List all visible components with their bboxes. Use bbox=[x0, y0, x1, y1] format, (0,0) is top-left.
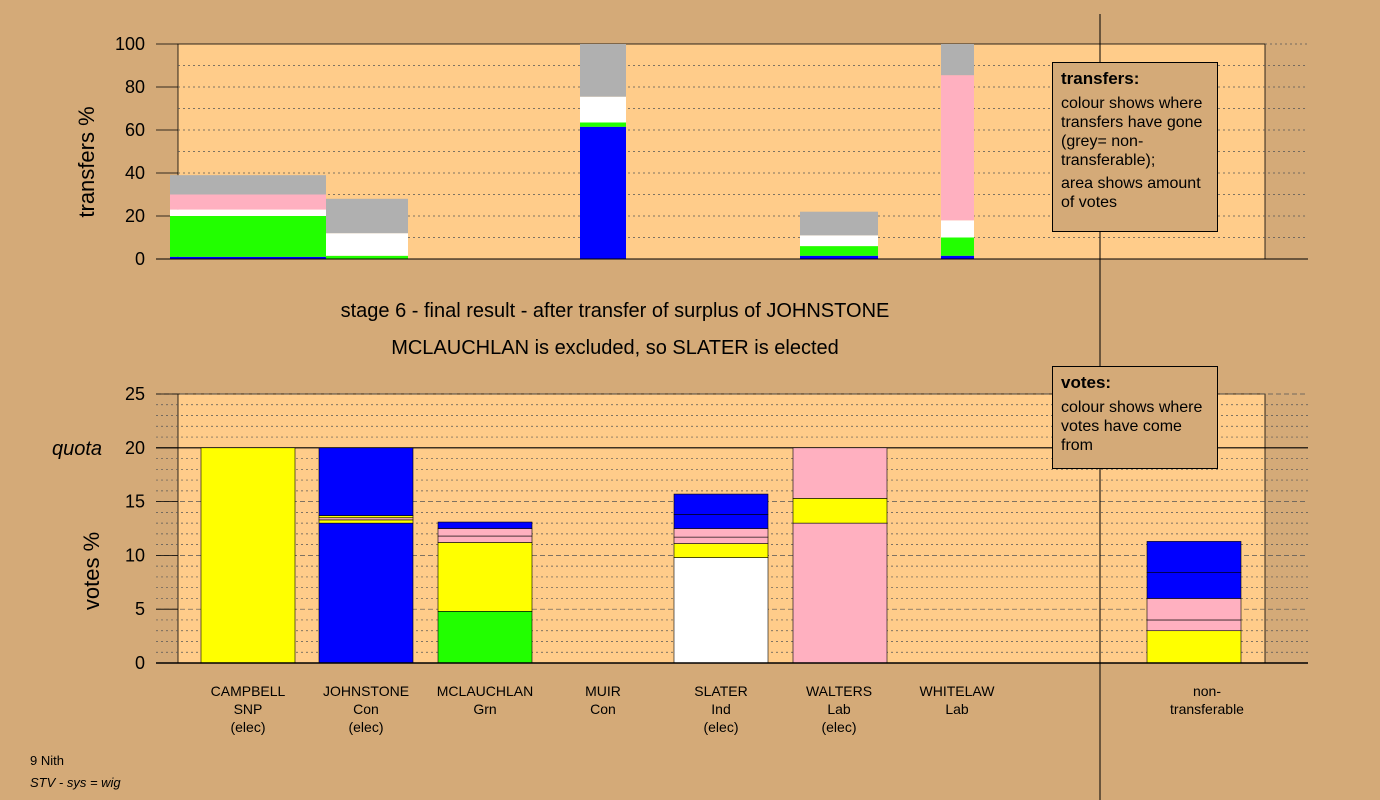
transfer-bar-segment bbox=[170, 194, 326, 210]
votes-legend: votes: colour shows where votes have com… bbox=[1052, 366, 1218, 469]
vote-bar-segment bbox=[673, 543, 769, 558]
vote-bar-segment bbox=[1146, 541, 1242, 573]
transfer-bar-segment bbox=[941, 237, 974, 256]
votes-y-tick-label: 15 bbox=[125, 492, 145, 512]
transfers-axis-label: transfers % bbox=[74, 106, 99, 217]
candidate-label-slater: SLATER Ind (elec) bbox=[694, 683, 748, 735]
transfer-bar-segment bbox=[941, 220, 974, 238]
transfers-y-tick-label: 0 bbox=[135, 249, 145, 269]
candidate-label-walters: WALTERS Lab (elec) bbox=[805, 683, 873, 735]
vote-bar-segment bbox=[437, 542, 533, 612]
stage-subtitle: MCLAUCHLAN is excluded, so SLATER is ele… bbox=[391, 337, 839, 359]
candidate-label-johnstone: JOHNSTONE Con (elec) bbox=[322, 683, 410, 735]
transfer-bar-segment bbox=[170, 256, 326, 259]
quota-label: quota bbox=[52, 438, 102, 460]
transfers-y-tick-label: 80 bbox=[125, 77, 145, 97]
vote-bar-segment bbox=[437, 521, 533, 529]
transfer-bar-segment bbox=[941, 44, 974, 76]
vote-bar-segment bbox=[200, 447, 296, 664]
transfer-bar-segment bbox=[170, 209, 326, 216]
system-label: STV - sys = wig bbox=[30, 775, 121, 790]
transfers-legend-colour-text: colour shows where transfers have gone (… bbox=[1061, 95, 1203, 169]
transfers-legend-area-text: area shows amount of votes bbox=[1061, 175, 1201, 211]
candidate-label-muir: MUIR Con bbox=[585, 683, 621, 717]
vote-bar-segment bbox=[792, 498, 888, 524]
candidate-label-mclauchlan: MCLAUCHLAN Grn bbox=[436, 683, 534, 717]
stage-title: stage 6 - final result - after transfer … bbox=[340, 300, 890, 322]
vote-bar-segment bbox=[792, 447, 888, 499]
vote-bar-segment bbox=[437, 528, 533, 537]
transfer-bar-segment bbox=[326, 198, 408, 234]
vote-bar-segment bbox=[673, 514, 769, 529]
votes-legend-heading: votes: bbox=[1061, 373, 1112, 392]
vote-bar-segment bbox=[673, 493, 769, 515]
transfer-bar-segment bbox=[580, 96, 626, 123]
transfers-y-tick-label: 40 bbox=[125, 163, 145, 183]
vote-bar-segment bbox=[318, 517, 414, 521]
transfer-bar-segment bbox=[800, 246, 878, 256]
transfers-legend: transfers: colour shows where transfers … bbox=[1052, 62, 1218, 232]
votes-y-tick-label: 25 bbox=[125, 384, 145, 404]
transfer-bar-segment bbox=[580, 44, 626, 97]
vote-bar-segment bbox=[318, 515, 414, 519]
vote-bar-segment bbox=[673, 528, 769, 538]
transfer-bar-segment bbox=[941, 75, 974, 221]
votes-y-tick-label: 0 bbox=[135, 653, 145, 673]
transfer-bar-segment bbox=[326, 255, 408, 259]
votes-y-tick-label: 5 bbox=[135, 599, 145, 619]
vote-bar-segment bbox=[437, 535, 533, 543]
transfers-y-tick-label: 60 bbox=[125, 120, 145, 140]
vote-bar-segment bbox=[792, 522, 888, 664]
vote-bar-segment bbox=[318, 519, 414, 524]
vote-bar-segment bbox=[318, 522, 414, 664]
votes-legend-text: colour shows where votes have come from bbox=[1061, 399, 1203, 454]
transfer-bar-segment bbox=[800, 255, 878, 259]
transfer-bar-segment bbox=[170, 175, 326, 195]
transfer-bar-segment bbox=[580, 126, 626, 260]
transfers-y-tick-label: 100 bbox=[115, 34, 145, 54]
vote-bar-segment bbox=[1146, 572, 1242, 599]
votes-y-tick-label: 10 bbox=[125, 545, 145, 565]
transfer-bar-segment bbox=[800, 211, 878, 236]
votes-y-tick-label: 20 bbox=[125, 438, 145, 458]
transfer-bar-segment bbox=[580, 122, 626, 127]
candidate-label-campbell: CAMPBELL SNP (elec) bbox=[210, 683, 286, 735]
vote-bar-segment bbox=[1146, 619, 1242, 632]
votes-axis-label: votes % bbox=[79, 532, 104, 610]
transfers-y-tick-label: 20 bbox=[125, 206, 145, 226]
vote-bar-segment bbox=[437, 611, 533, 664]
vote-bar-segment bbox=[1146, 630, 1242, 664]
transfer-bar-segment bbox=[170, 216, 326, 257]
transfers-legend-heading: transfers: bbox=[1061, 69, 1140, 88]
vote-bar-segment bbox=[1146, 598, 1242, 621]
candidate-label-whitelaw: WHITELAW Lab bbox=[919, 683, 995, 717]
ward-label: 9 Nith bbox=[30, 753, 64, 768]
non-transferable-label: non-transferable bbox=[1170, 683, 1244, 717]
transfer-bar-segment bbox=[800, 235, 878, 247]
vote-bar-segment bbox=[673, 557, 769, 664]
transfer-bar-segment bbox=[326, 233, 408, 256]
transfer-bar-segment bbox=[941, 255, 974, 259]
vote-bar-segment bbox=[318, 447, 414, 516]
vote-bar-segment bbox=[673, 536, 769, 544]
